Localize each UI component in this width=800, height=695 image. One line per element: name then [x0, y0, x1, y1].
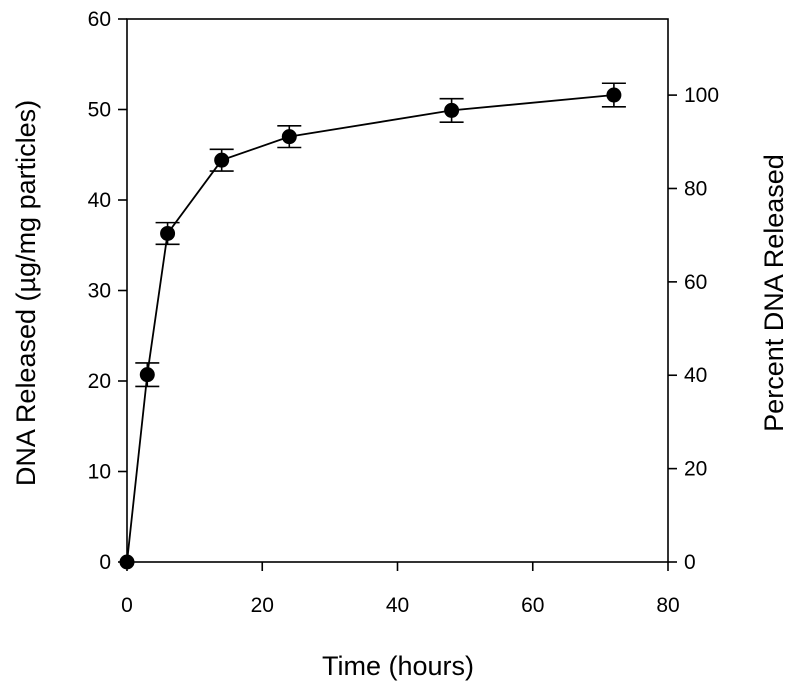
- data-point: [214, 152, 230, 168]
- data-point: [139, 367, 155, 383]
- y2-tick-label: 0: [684, 551, 696, 574]
- y2-tick-label: 20: [684, 458, 707, 481]
- y-tick-label: 0: [99, 551, 111, 574]
- y2-tick-label: 60: [684, 271, 707, 294]
- y-tick-label: 30: [88, 280, 111, 303]
- y2-tick-label: 40: [684, 364, 707, 387]
- x-axis-title: Time (hours): [322, 651, 474, 681]
- data-point: [606, 87, 622, 103]
- x-tick-label: 0: [121, 594, 133, 617]
- x-tick-label: 40: [386, 594, 409, 617]
- x-tick-label: 60: [521, 594, 544, 617]
- data-point: [160, 225, 176, 241]
- data-point: [444, 102, 460, 118]
- y-tick-label: 60: [88, 8, 111, 31]
- y2-tick-label: 100: [684, 84, 719, 107]
- y-tick-label: 40: [88, 189, 111, 212]
- y-tick-label: 10: [88, 461, 111, 484]
- axes: [126, 18, 669, 563]
- data-point: [119, 554, 135, 570]
- y2-tick-label: 80: [684, 177, 707, 200]
- series-layer: [119, 82, 626, 570]
- x-tick-label: 80: [656, 594, 679, 617]
- plot-frame: [126, 18, 669, 563]
- data-point: [281, 129, 297, 145]
- y2-axis-title: Percent DNA Released: [759, 154, 789, 432]
- series-line: [126, 94, 614, 563]
- y-tick-label: 50: [88, 99, 111, 122]
- x-tick-label: 20: [251, 594, 274, 617]
- y-axis-title: DNA Released (µg/mg particles): [11, 100, 41, 486]
- y-tick-label: 20: [88, 370, 111, 393]
